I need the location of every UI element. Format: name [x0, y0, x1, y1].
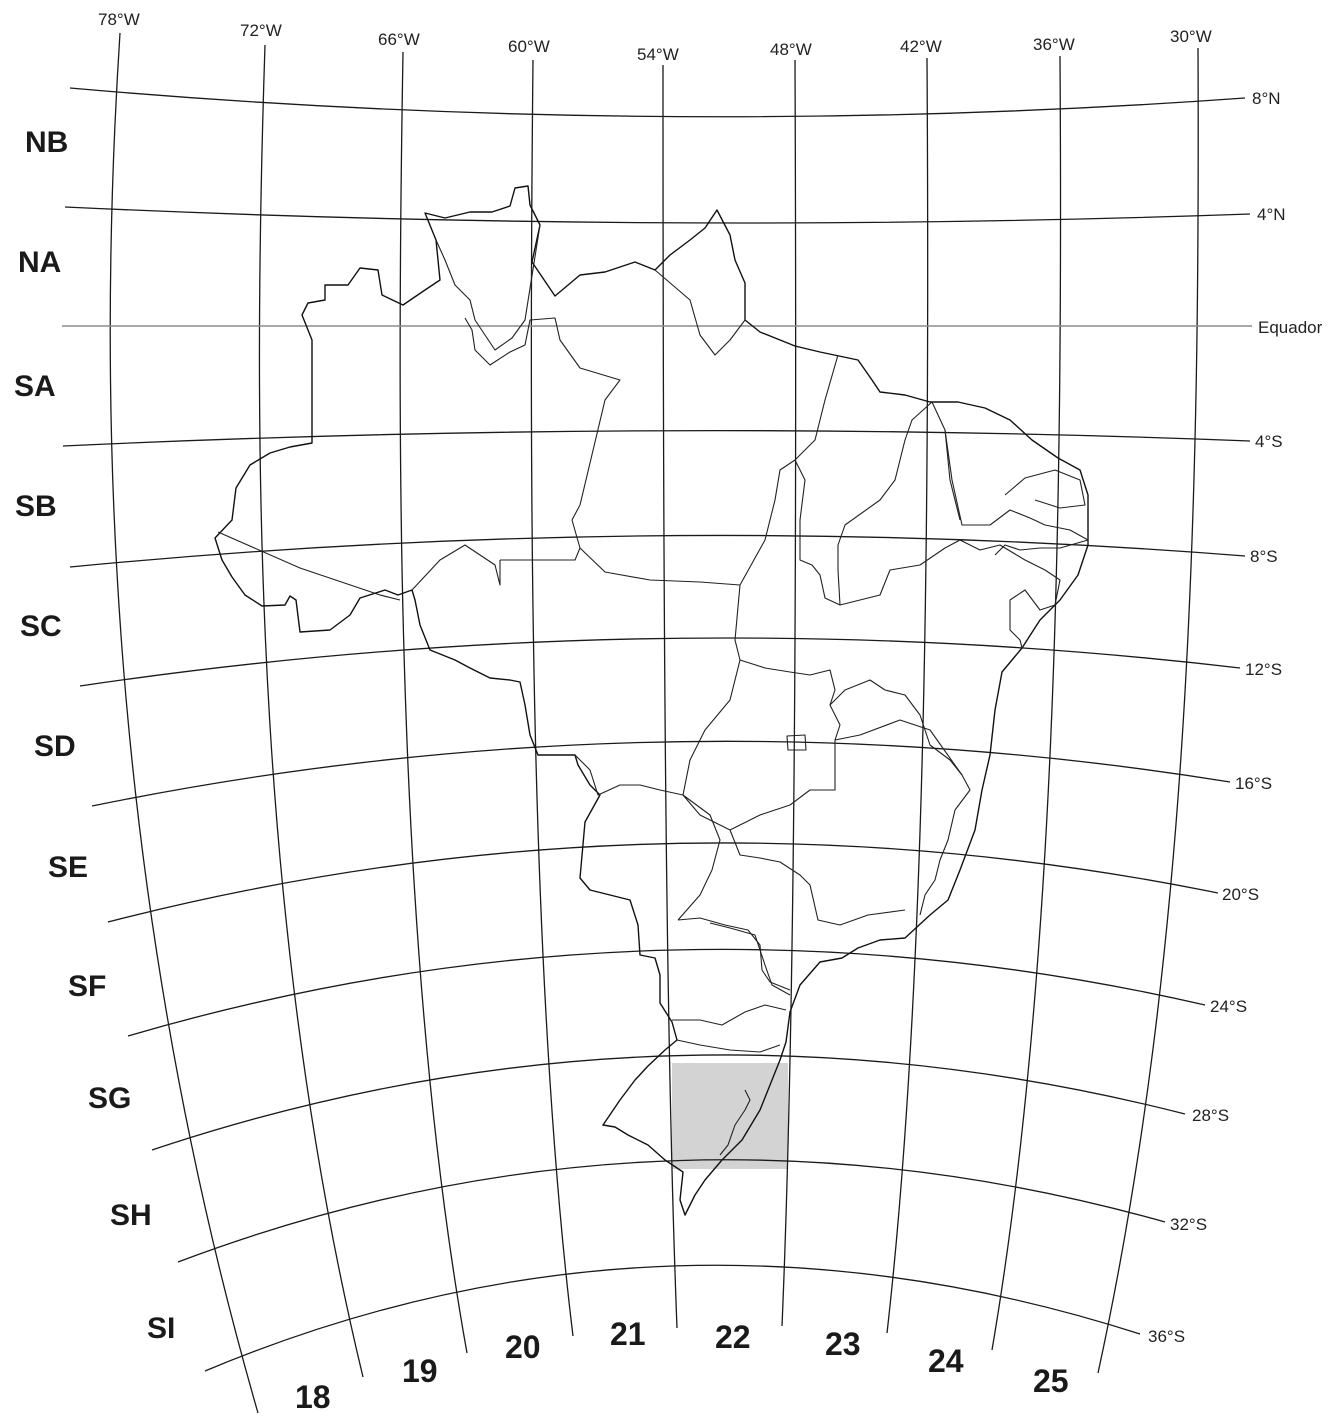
meridian-72w	[258, 44, 364, 1378]
meridian-36w	[991, 55, 1062, 1351]
lon-label-60w: 60°W	[508, 37, 550, 56]
border-ce-pi	[944, 429, 1031, 526]
border-ma-to	[794, 401, 933, 606]
parallel-4s	[62, 429, 1251, 447]
border-ms-pr	[677, 917, 791, 991]
lon-label-42w: 42°W	[900, 37, 942, 56]
lat-label-12s: 12°S	[1245, 660, 1282, 679]
lon-label-78w: 78°W	[98, 10, 140, 29]
lat-label-20s: 20°S	[1222, 885, 1259, 904]
parallel-8n	[69, 87, 1246, 118]
meridian-60w	[530, 59, 574, 1337]
border-go-mg	[729, 704, 841, 831]
parallel-8s	[69, 534, 1246, 568]
zone-col-20: 20	[505, 1329, 541, 1365]
zone-col-24: 24	[928, 1343, 964, 1379]
border-am-ro	[411, 544, 501, 591]
lat-label-4s: 4°S	[1255, 432, 1283, 451]
border-am-pa	[464, 317, 621, 506]
border-mt-go	[682, 659, 741, 831]
border-sp-pr	[709, 922, 791, 996]
parallel-20s	[107, 842, 1219, 923]
lon-label-72w: 72°W	[240, 21, 282, 40]
zone-row-sf: SF	[68, 970, 106, 1003]
border-pb-pe	[994, 517, 1089, 556]
row-zone-labels: NB NA SA SB SC SD SE SF SG SH SI	[14, 126, 175, 1345]
meridian-42w	[886, 57, 929, 1334]
border-pe-ba	[959, 539, 1061, 649]
border-rn-pb	[1004, 469, 1086, 509]
lat-label-8s: 8°S	[1250, 547, 1278, 566]
column-zone-labels: 18 19 20 21 22 23 24 25	[295, 1316, 1069, 1415]
meridians	[109, 32, 1199, 1414]
border-pa-ap	[654, 269, 746, 356]
border-mt-ms	[574, 754, 684, 796]
parallel-4n	[64, 206, 1251, 224]
lat-label-36s: 36°S	[1148, 1327, 1185, 1346]
lon-label-66w: 66°W	[378, 30, 420, 49]
border-ac-am	[217, 531, 401, 601]
border-to-ba	[839, 539, 961, 606]
lat-label-24s: 24°S	[1210, 997, 1247, 1016]
zone-row-sd: SD	[34, 730, 76, 763]
longitude-labels: 78°W 72°W 66°W 60°W 54°W 48°W 42°W 36°W …	[98, 10, 1212, 64]
lon-label-30w: 30°W	[1170, 27, 1212, 46]
meridian-54w	[662, 64, 678, 1329]
lat-label-28s: 28°S	[1192, 1106, 1229, 1125]
lon-label-48w: 48°W	[770, 40, 812, 59]
parallel-36s	[204, 1264, 1141, 1372]
zone-row-sg: SG	[88, 1082, 131, 1115]
zone-col-25: 25	[1033, 1363, 1069, 1399]
lon-label-54w: 54°W	[637, 45, 679, 64]
zone-row-sa: SA	[14, 370, 56, 403]
brazil-outline	[214, 185, 1089, 1216]
zone-row-sc: SC	[20, 610, 62, 643]
lat-label-8n: 8°N	[1252, 89, 1281, 108]
zone-col-18: 18	[295, 1379, 331, 1415]
zone-row-si: SI	[147, 1312, 175, 1345]
lat-label-32s: 32°S	[1170, 1215, 1207, 1234]
zone-row-nb: NB	[25, 126, 68, 159]
lon-label-36w: 36°W	[1033, 35, 1075, 54]
lat-label-4n: 4°N	[1257, 205, 1286, 224]
zone-row-sh: SH	[110, 1199, 152, 1232]
border-to-go	[734, 584, 963, 776]
parallel-24s	[127, 948, 1206, 1037]
border-ms-sp	[677, 794, 721, 921]
meridian-66w	[399, 51, 468, 1354]
parallel-16s	[91, 740, 1231, 807]
border-mg-es	[919, 809, 956, 916]
lat-label-equator: Equador	[1258, 318, 1323, 337]
border-mg-ba	[834, 719, 971, 811]
zone-row-na: NA	[18, 246, 61, 279]
border-sc-rs	[676, 1039, 781, 1053]
meridian-78w	[109, 32, 259, 1414]
border-ma-pi	[931, 401, 961, 521]
lat-label-16s: 16°S	[1235, 774, 1272, 793]
border-mg-sp	[729, 829, 906, 926]
border-df	[786, 734, 807, 751]
zone-row-se: SE	[48, 851, 88, 884]
zone-row-sb: SB	[15, 490, 57, 523]
zone-col-19: 19	[402, 1353, 438, 1389]
parallels	[62, 87, 1252, 1372]
zone-col-22: 22	[715, 1319, 751, 1355]
meridian-30w	[1097, 47, 1199, 1374]
border-pr-sc	[672, 1004, 787, 1026]
border-am-mt	[500, 504, 581, 561]
border-pa-mt	[579, 547, 741, 586]
parallel-12s	[79, 637, 1241, 687]
zone-col-21: 21	[610, 1316, 646, 1352]
border-rr	[435, 224, 541, 351]
border-pa-to	[739, 354, 839, 586]
border-lagoa	[719, 1089, 751, 1156]
state-borders	[217, 224, 1089, 1156]
zone-col-23: 23	[825, 1326, 861, 1362]
highlight-zone	[672, 1063, 788, 1169]
meridian-48w	[781, 59, 797, 1327]
latitude-labels: 8°N 4°N Equador 4°S 8°S 12°S 16°S 20°S 2…	[1148, 89, 1323, 1346]
parallel-28s	[151, 1054, 1186, 1151]
